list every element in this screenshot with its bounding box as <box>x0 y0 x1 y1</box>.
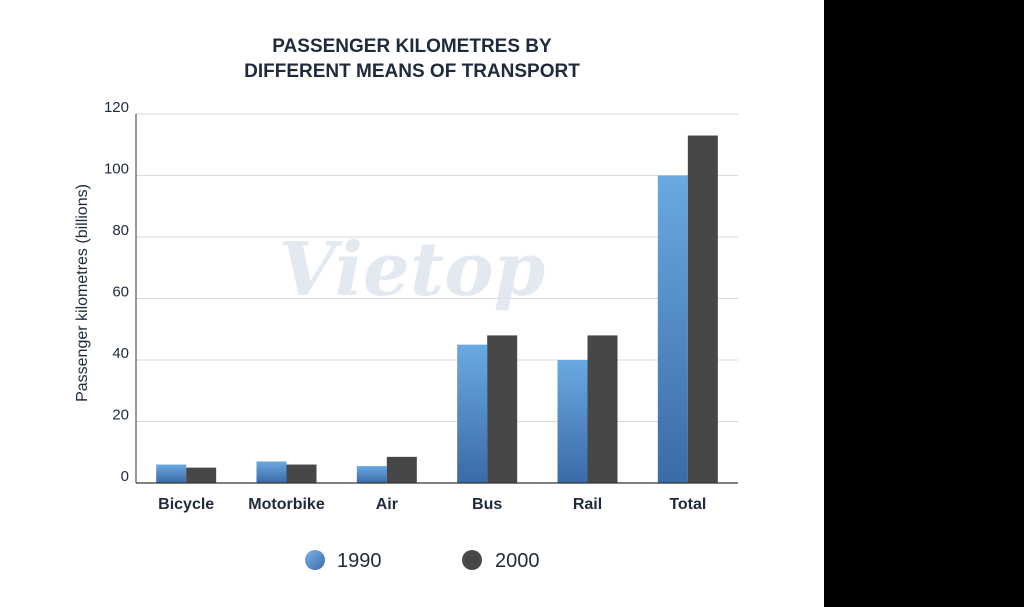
x-tick-label-bicycle: Bicycle <box>158 496 214 513</box>
bar-bicycle-2000 <box>186 467 217 483</box>
bar-bus-1990 <box>457 344 488 483</box>
bar-air-1990 <box>356 466 387 483</box>
y-tick-label-60: 60 <box>112 284 129 301</box>
y-tick-label-80: 80 <box>112 222 129 239</box>
y-axis-label: Passenger kilometres (billions) <box>74 184 91 402</box>
y-tick-label-120: 120 <box>104 99 129 116</box>
legend-label-1990: 1990 <box>337 550 382 572</box>
bar-rail-1990 <box>557 360 588 483</box>
bar-motorbike-1990 <box>256 461 287 483</box>
y-tick-label-0: 0 <box>121 468 129 485</box>
gridlines <box>136 113 738 422</box>
y-tick-label-20: 20 <box>112 407 129 424</box>
bars <box>156 135 718 483</box>
bar-chart: PASSENGER KILOMETRES BY DIFFERENT MEANS … <box>74 36 738 572</box>
x-tick-label-air: Air <box>376 496 398 513</box>
y-tick-label-100: 100 <box>104 161 129 178</box>
watermark-logo: Vietop <box>279 227 546 313</box>
bar-motorbike-2000 <box>286 464 317 483</box>
x-axis-tick-labels: Bicycle Motorbike Air Bus Rail Total <box>158 496 706 513</box>
bar-bus-2000 <box>487 335 518 483</box>
bar-total-2000 <box>687 135 718 483</box>
x-tick-label-total: Total <box>669 496 706 513</box>
bar-bicycle-1990 <box>156 464 187 483</box>
y-tick-label-40: 40 <box>112 345 129 362</box>
x-tick-label-bus: Bus <box>472 496 502 513</box>
x-tick-label-rail: Rail <box>573 496 602 513</box>
legend: 1990 2000 <box>305 550 540 572</box>
legend-swatch-1990 <box>305 550 325 570</box>
chart-title-line-2: DIFFERENT MEANS OF TRANSPORT <box>244 61 580 82</box>
bar-air-2000 <box>386 456 417 483</box>
bar-rail-2000 <box>587 335 618 483</box>
x-tick-label-motorbike: Motorbike <box>248 496 325 513</box>
legend-swatch-2000 <box>462 550 482 570</box>
chart-figure: PASSENGER KILOMETRES BY DIFFERENT MEANS … <box>0 0 824 607</box>
legend-label-2000: 2000 <box>495 550 540 572</box>
bar-total-1990 <box>657 175 688 483</box>
y-axis-tick-labels: 0 20 40 60 80 100 120 <box>104 99 129 485</box>
chart-title-line-1: PASSENGER KILOMETRES BY <box>272 36 552 57</box>
